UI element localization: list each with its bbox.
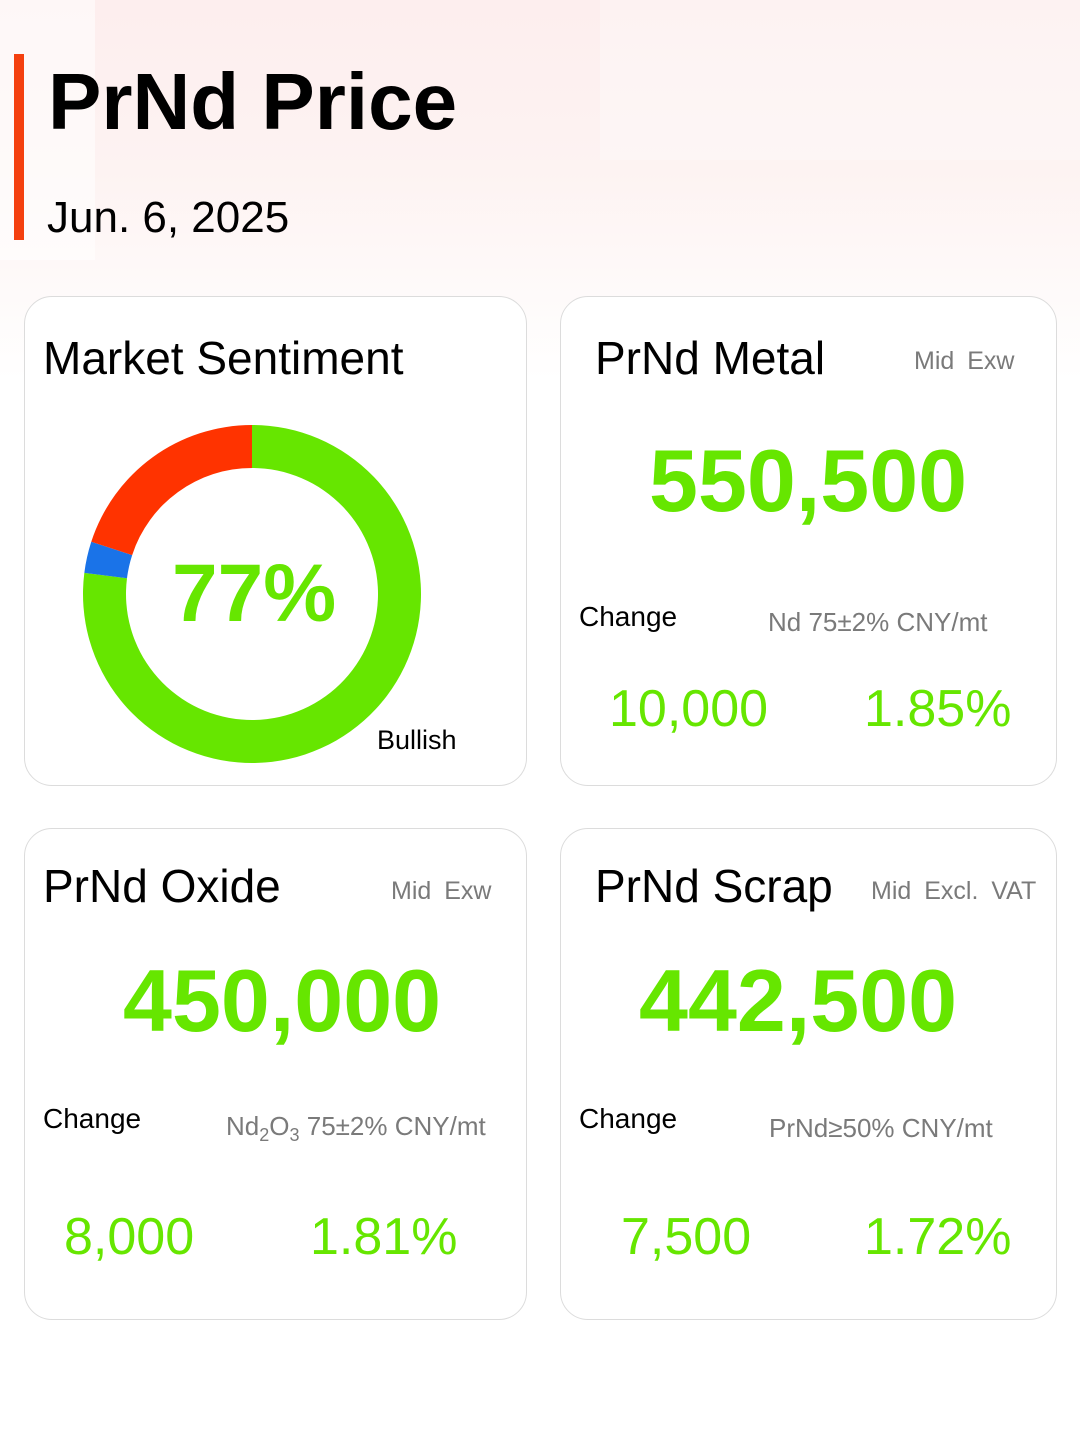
- metal-spec: Nd 75±2% CNY/mt: [768, 607, 988, 637]
- oxide-spec: Nd2O3 75±2% CNY/mt: [226, 1113, 486, 1144]
- oxide-change-label: Change: [43, 1103, 142, 1134]
- donut-segment-bearish: [91, 425, 252, 556]
- metal-price: 550,500: [649, 431, 968, 530]
- page-date: Jun. 6, 2025: [47, 193, 290, 242]
- prnd-scrap-card: PrNd Scrap Mid Excl. VAT 442,500 Change …: [560, 828, 1057, 1320]
- oxide-spec-text: 75±2% CNY/mt: [299, 1111, 486, 1141]
- oxide-change-percent: 1.81%: [310, 1208, 458, 1266]
- metal-change-value: 10,000: [609, 680, 769, 738]
- sentiment-percent: 77%: [172, 548, 337, 639]
- oxide-spec-sub1: 2: [259, 1125, 270, 1146]
- market-sentiment-card: Market Sentiment 77% Bullish: [24, 296, 527, 786]
- metal-change-percent: 1.85%: [864, 680, 1012, 738]
- scrap-change-percent: 1.72%: [864, 1208, 1012, 1266]
- prnd-oxide-card: PrNd Oxide Mid Exw 450,000 Change Nd2O3 …: [24, 828, 527, 1320]
- title-accent-bar: [14, 54, 24, 240]
- metal-price-tag: Mid Exw: [914, 347, 1015, 375]
- oxide-spec-o: O: [269, 1111, 290, 1141]
- scrap-price-tag: Mid Excl. VAT: [871, 877, 1037, 905]
- sentiment-label: Bullish: [377, 725, 457, 755]
- scrap-price: 442,500: [639, 951, 958, 1050]
- donut-segment-neutral: [84, 541, 133, 579]
- background-shape: [600, 0, 1080, 160]
- oxide-change-value: 8,000: [64, 1208, 195, 1266]
- oxide-spec-nd: Nd: [226, 1111, 260, 1141]
- oxide-spec-sub2: 3: [289, 1125, 300, 1146]
- metal-title: PrNd Metal: [595, 332, 826, 384]
- oxide-price: 450,000: [123, 951, 442, 1050]
- page-title: PrNd Price: [48, 57, 458, 146]
- sentiment-donut-chart: [83, 425, 422, 763]
- oxide-price-tag: Mid Exw: [391, 877, 492, 905]
- metal-change-label: Change: [579, 601, 678, 632]
- scrap-change-label: Change: [579, 1103, 678, 1134]
- prnd-metal-card: PrNd Metal Mid Exw 550,500 Change Nd 75±…: [560, 296, 1057, 786]
- scrap-title: PrNd Scrap: [595, 860, 833, 912]
- scrap-change-value: 7,500: [621, 1208, 752, 1266]
- market-sentiment-title: Market Sentiment: [43, 332, 404, 384]
- oxide-title: PrNd Oxide: [43, 860, 281, 912]
- scrap-spec: PrNd≥50% CNY/mt: [769, 1113, 993, 1143]
